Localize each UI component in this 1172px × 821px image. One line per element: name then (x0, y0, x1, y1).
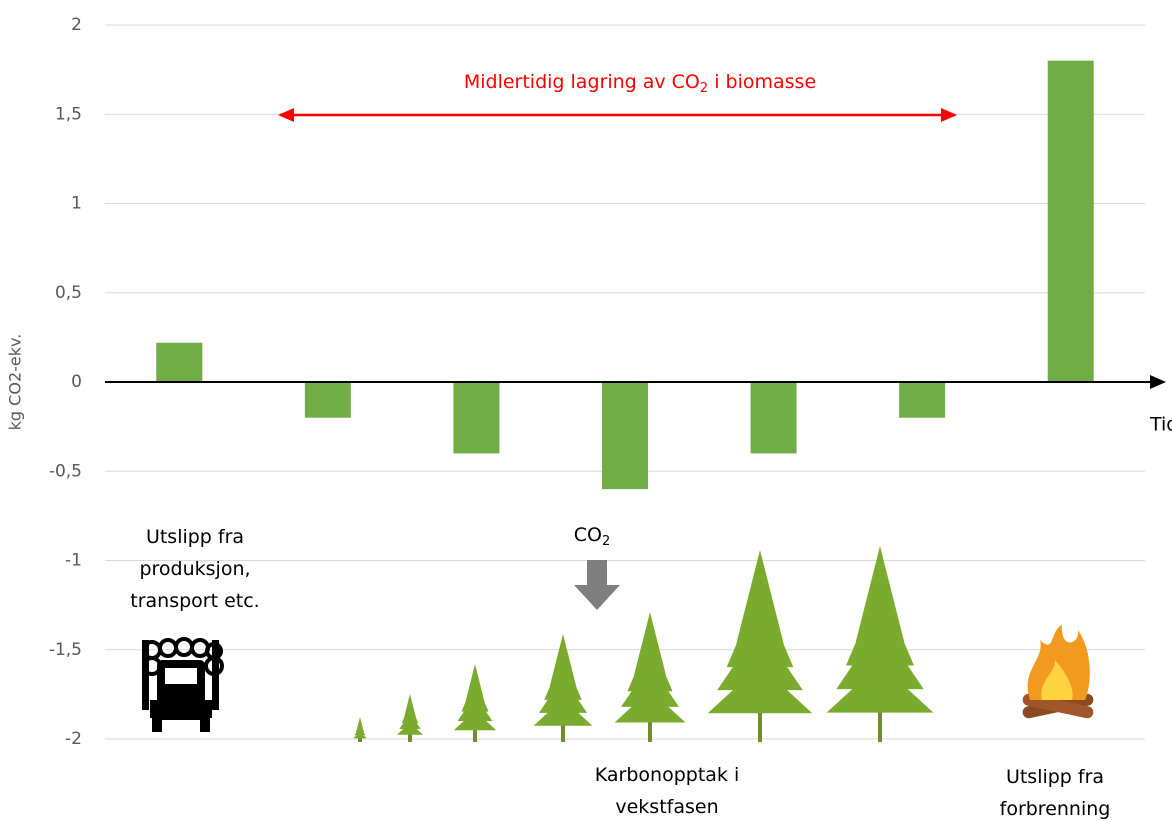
tree-layer (457, 695, 493, 721)
subscript: 2 (700, 81, 708, 96)
tree-layer (354, 727, 366, 736)
x-axis-arrow (1150, 375, 1166, 389)
trunk (648, 718, 652, 742)
arrow-head (278, 108, 294, 122)
tree-icon (533, 634, 593, 742)
uptake-label: Karbonopptak i vekstfasen (595, 764, 739, 818)
y-tick-label: -2 (65, 729, 82, 749)
bar (304, 382, 351, 418)
tree-layer (453, 710, 497, 731)
tree-layer (717, 626, 803, 691)
bar (1047, 60, 1094, 382)
tree-layer (614, 690, 686, 723)
co2-arrow (574, 560, 620, 610)
y-tick-label: 1,5 (55, 104, 82, 124)
tree-layer (707, 665, 813, 714)
tree-layer (538, 677, 588, 713)
trunk (561, 722, 565, 742)
text: CO (574, 524, 602, 546)
text: vekstfasen (615, 796, 718, 818)
y-tick-label: -0,5 (49, 461, 82, 481)
tree-layer (396, 722, 424, 735)
truck-icon (142, 637, 224, 732)
x-axis-label: Tid (1149, 414, 1172, 436)
bar (899, 382, 946, 418)
text: produksjon, (139, 558, 250, 580)
tree-layer (399, 713, 421, 730)
arrow-head (941, 108, 957, 122)
trunk (473, 727, 477, 742)
tree-layer (533, 698, 593, 726)
tree-icon (707, 550, 813, 742)
bar (156, 342, 203, 382)
subscript: 2 (602, 534, 610, 549)
production-label: Utslipp fra produksjon, transport etc. (130, 526, 259, 612)
bar (453, 382, 500, 454)
combustion-label: Utslipp fra forbrenning (1000, 766, 1111, 820)
bar (602, 382, 648, 490)
y-tick-label: 0 (71, 372, 82, 392)
text: transport etc. (130, 590, 259, 612)
tree-layer (836, 624, 924, 690)
plot (156, 60, 1094, 490)
tree-icon (614, 612, 686, 742)
y-tick-label: 2 (71, 15, 82, 35)
text: Utslipp fra (1006, 766, 1104, 788)
co2-label: CO2 (574, 524, 611, 549)
tree-icon (826, 546, 934, 742)
y-axis-label: kg CO2-ekv. (6, 334, 25, 431)
text: i biomasse (708, 71, 816, 93)
text: forbrenning (1000, 798, 1111, 820)
trunk (358, 737, 362, 742)
tree-icon (396, 694, 424, 742)
y-tick-label: 0,5 (55, 283, 82, 303)
trunk (408, 733, 412, 742)
trunk (758, 707, 762, 742)
tree-icon (453, 664, 497, 742)
tree-layer (826, 663, 934, 713)
y-tick-label: -1 (65, 551, 82, 571)
storage-label: Midlertidig lagring av CO2 i biomasse (464, 71, 816, 96)
text: Midlertidig lagring av CO (464, 71, 700, 93)
text: Utslipp fra (146, 526, 244, 548)
y-tick-label: 1 (71, 194, 82, 214)
fire-icon (1022, 625, 1094, 719)
text: Karbonopptak i (595, 764, 739, 786)
y-tick-label: -1,5 (49, 640, 82, 660)
bar (750, 382, 797, 454)
tree-layer (353, 732, 367, 739)
tree-icon (353, 717, 367, 742)
trunk (878, 706, 882, 742)
tree-layer (621, 664, 679, 707)
